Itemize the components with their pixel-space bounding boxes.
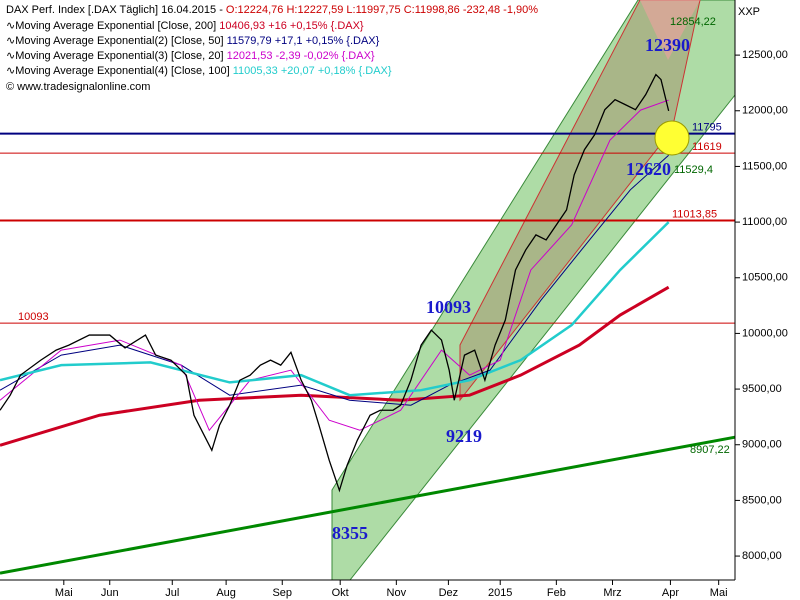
y-tick-label: 10000,00	[742, 327, 788, 339]
legend-entry: ∿Moving Average Exponential [Close, 200]…	[6, 20, 364, 32]
legend-name: Moving Average Exponential(3) [Close, 20…	[15, 50, 223, 62]
line-series	[0, 73, 670, 493]
annotation: 10093	[426, 297, 471, 317]
x-tick-label: Nov	[387, 587, 407, 599]
legend-entry: ∿Moving Average Exponential(4) [Close, 1…	[6, 65, 392, 77]
x-tick-label: Feb	[547, 587, 566, 599]
source: © www.tradesignalonline.com	[6, 81, 150, 93]
x-tick-label: Jul	[165, 587, 179, 599]
y-tick-label: 8000,00	[742, 550, 782, 562]
trend-line	[0, 435, 736, 575]
y-tick-label: 8500,00	[742, 494, 782, 506]
title: DAX Perf. Index [.DAX Täglich] 16.04.201…	[6, 4, 226, 16]
annotation: 9219	[446, 426, 482, 446]
y-tick-label: 9000,00	[742, 439, 782, 451]
legend-name: Moving Average Exponential [Close, 200]	[15, 20, 216, 32]
x-tick-label: 2015	[488, 587, 512, 599]
y-tick-label: 12000,00	[742, 105, 788, 117]
axis-label: XXP	[738, 6, 760, 18]
legend-stat: 11005,33 +20,07 +0,18% {.DAX}	[233, 65, 392, 77]
legend-icon: ∿	[6, 20, 15, 32]
ohlc: O:12224,76 H:12227,59 L:11997,75 C:11998…	[226, 4, 538, 16]
channel-label: 8907,22	[690, 444, 730, 456]
level-label: 11795	[692, 121, 722, 133]
y-tick-label: 12500,00	[742, 49, 788, 61]
x-tick-label: Mai	[710, 587, 728, 599]
legend-name: Moving Average Exponential(2) [Close, 50…	[15, 35, 223, 47]
legend-stat: 10406,93 +16 +0,15% {.DAX}	[219, 20, 364, 32]
y-tick-label: 10500,00	[742, 272, 788, 284]
level-label: 11619	[692, 141, 722, 153]
line-series	[0, 221, 670, 397]
legend-entry: ∿Moving Average Exponential(2) [Close, 5…	[6, 35, 380, 47]
level-label: 11013,85	[672, 208, 717, 220]
y-tick-label: 9500,00	[742, 383, 782, 395]
annotation: 12390	[645, 35, 690, 55]
annotation: 12620	[626, 159, 671, 179]
inner-channel	[459, 0, 701, 402]
legend-name: Moving Average Exponential(4) [Close, 10…	[15, 65, 229, 77]
line-series	[0, 154, 669, 406]
channel-top	[640, 0, 700, 60]
chart-title: DAX Perf. Index [.DAX Täglich] 16.04.201…	[6, 4, 538, 16]
channel-label: 11529,4	[674, 164, 713, 176]
x-tick-label: Apr	[662, 587, 679, 599]
x-tick-label: Jun	[101, 587, 119, 599]
line-series	[0, 285, 670, 447]
annotation: 8355	[332, 523, 368, 543]
legend-stat: 12021,53 -2,39 -0,02% {.DAX}	[227, 50, 375, 62]
x-tick-label: Mrz	[603, 587, 621, 599]
plot	[0, 73, 736, 575]
channel-label: 12854,22	[670, 16, 716, 28]
legend-icon: ∿	[6, 65, 15, 77]
highlight-circle	[654, 120, 690, 156]
legend-icon: ∿	[6, 35, 15, 47]
legend-stat: 11579,79 +17,1 +0,15% {.DAX}	[227, 35, 380, 47]
x-tick-label: Sep	[272, 587, 292, 599]
level-label: 10093	[18, 311, 49, 323]
x-tick-label: Dez	[439, 587, 459, 599]
x-tick-label: Mai	[55, 587, 73, 599]
y-tick-label: 11500,00	[742, 160, 787, 172]
legend-icon: ∿	[6, 50, 15, 62]
x-tick-label: Aug	[216, 587, 236, 599]
legend-entry: ∿Moving Average Exponential(3) [Close, 2…	[6, 50, 375, 62]
y-tick-label: 11000,00	[742, 216, 787, 228]
x-tick-label: Okt	[332, 587, 349, 599]
